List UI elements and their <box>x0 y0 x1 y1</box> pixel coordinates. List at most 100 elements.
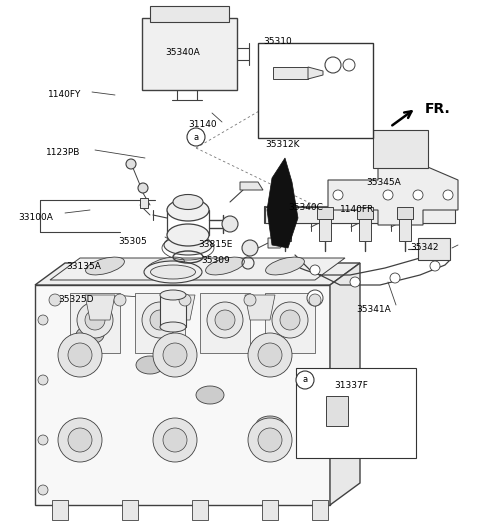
Polygon shape <box>85 295 115 320</box>
Polygon shape <box>245 295 275 320</box>
Circle shape <box>163 428 187 452</box>
Text: 1140FY: 1140FY <box>48 90 82 99</box>
Text: a: a <box>193 133 199 141</box>
Circle shape <box>242 240 258 256</box>
Circle shape <box>150 310 170 330</box>
Circle shape <box>390 273 400 283</box>
Ellipse shape <box>256 416 284 434</box>
Ellipse shape <box>151 265 195 279</box>
Ellipse shape <box>160 290 186 300</box>
Ellipse shape <box>160 322 186 332</box>
Polygon shape <box>328 165 458 225</box>
Circle shape <box>85 310 105 330</box>
Bar <box>312 500 328 520</box>
Circle shape <box>215 310 235 330</box>
Circle shape <box>222 216 238 232</box>
Text: 35305: 35305 <box>118 237 147 246</box>
Circle shape <box>58 333 102 377</box>
Bar <box>373 130 428 168</box>
Text: 35345A: 35345A <box>366 178 401 187</box>
Bar <box>319 219 331 241</box>
Ellipse shape <box>164 235 212 255</box>
Circle shape <box>114 294 126 306</box>
Ellipse shape <box>85 257 124 275</box>
Ellipse shape <box>76 326 104 344</box>
Text: 33135A: 33135A <box>66 262 101 271</box>
Circle shape <box>77 302 113 338</box>
Circle shape <box>383 190 393 200</box>
Circle shape <box>443 190 453 200</box>
Bar <box>317 207 333 219</box>
Polygon shape <box>268 238 285 248</box>
Bar <box>122 500 138 520</box>
Text: 1123PB: 1123PB <box>46 148 80 157</box>
Polygon shape <box>35 263 360 285</box>
Circle shape <box>258 428 282 452</box>
Polygon shape <box>240 182 263 190</box>
Circle shape <box>244 294 256 306</box>
Bar <box>52 500 68 520</box>
Ellipse shape <box>145 257 184 275</box>
Circle shape <box>138 183 148 193</box>
Circle shape <box>307 290 323 306</box>
Polygon shape <box>50 258 345 280</box>
Circle shape <box>309 294 321 306</box>
Bar <box>279 219 291 241</box>
Bar <box>296 368 416 458</box>
Circle shape <box>413 190 423 200</box>
Bar <box>277 207 293 219</box>
Text: 35342: 35342 <box>410 243 439 252</box>
Circle shape <box>350 277 360 287</box>
Text: 31140: 31140 <box>188 120 216 129</box>
Bar <box>273 67 308 79</box>
Circle shape <box>280 310 300 330</box>
Text: 35325D: 35325D <box>58 295 94 304</box>
Circle shape <box>258 343 282 367</box>
Text: a: a <box>302 376 308 385</box>
Text: 33815E: 33815E <box>198 240 232 249</box>
Circle shape <box>38 485 48 495</box>
Circle shape <box>248 333 292 377</box>
Bar <box>357 207 373 219</box>
Bar <box>142 18 237 90</box>
Bar <box>397 207 413 219</box>
Circle shape <box>126 159 136 169</box>
Circle shape <box>68 428 92 452</box>
Text: 1140FR: 1140FR <box>340 205 374 214</box>
Polygon shape <box>165 295 195 320</box>
Bar <box>265 207 455 223</box>
Ellipse shape <box>136 356 164 374</box>
Circle shape <box>49 294 61 306</box>
Ellipse shape <box>167 224 209 246</box>
Ellipse shape <box>173 195 203 209</box>
Circle shape <box>333 190 343 200</box>
Bar <box>418 238 450 260</box>
Circle shape <box>187 128 205 146</box>
Ellipse shape <box>167 199 209 221</box>
Bar <box>326 396 348 426</box>
Circle shape <box>153 333 197 377</box>
Circle shape <box>142 302 178 338</box>
Bar <box>265 293 315 353</box>
Bar <box>359 219 371 241</box>
Circle shape <box>430 261 440 271</box>
Text: 35340A: 35340A <box>165 48 200 57</box>
Polygon shape <box>308 67 323 79</box>
Circle shape <box>272 302 308 338</box>
Circle shape <box>68 343 92 367</box>
Ellipse shape <box>265 257 304 275</box>
Circle shape <box>207 302 243 338</box>
Text: 35310: 35310 <box>263 37 292 46</box>
Circle shape <box>310 265 320 275</box>
Circle shape <box>296 371 314 389</box>
Text: FR.: FR. <box>425 102 451 116</box>
Bar <box>150 6 229 22</box>
Text: 35309: 35309 <box>201 256 230 265</box>
Bar <box>262 500 278 520</box>
Bar <box>35 285 330 505</box>
Circle shape <box>38 315 48 325</box>
Circle shape <box>179 294 191 306</box>
Circle shape <box>38 375 48 385</box>
Ellipse shape <box>205 257 244 275</box>
Circle shape <box>163 343 187 367</box>
